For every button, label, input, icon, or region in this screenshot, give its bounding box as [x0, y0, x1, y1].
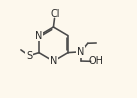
Text: S: S — [26, 51, 32, 61]
Text: N: N — [77, 47, 85, 57]
Text: N: N — [50, 56, 57, 66]
Text: Cl: Cl — [50, 9, 60, 19]
Text: OH: OH — [89, 56, 103, 66]
Text: N: N — [35, 31, 43, 41]
